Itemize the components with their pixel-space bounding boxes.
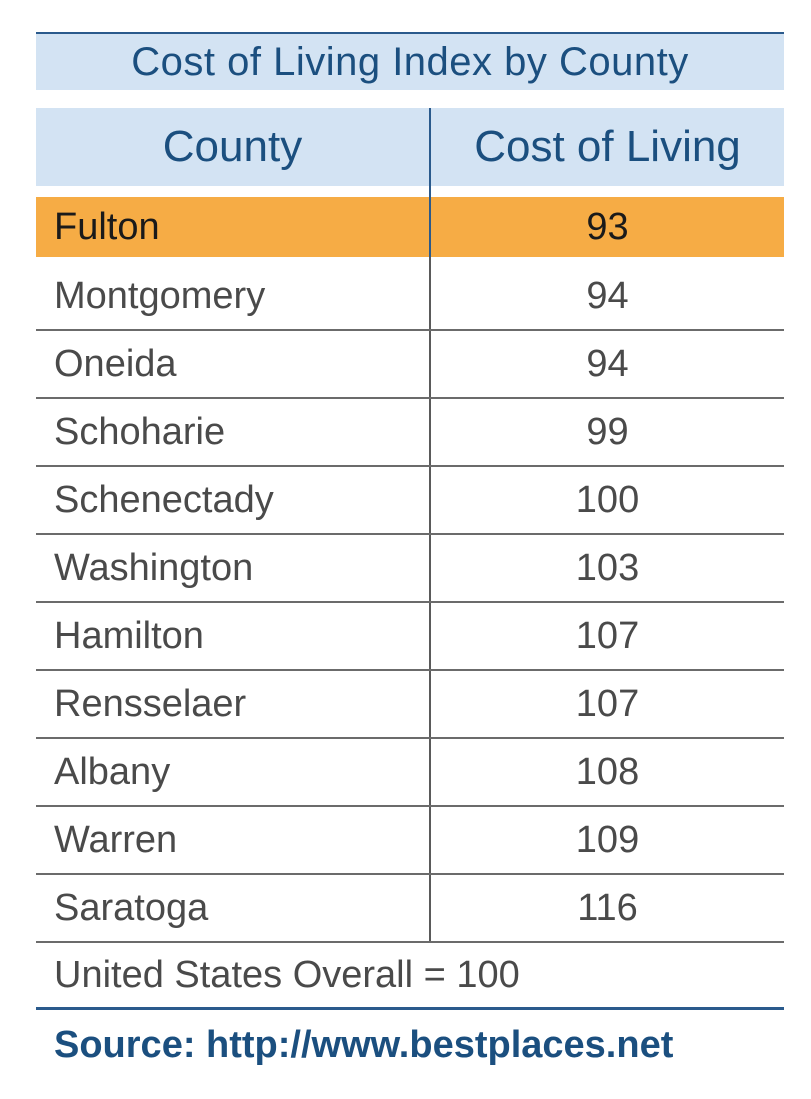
highlight-spacer xyxy=(36,257,784,263)
county-cell: Schoharie xyxy=(36,399,431,465)
table-row: Schenectady 100 xyxy=(36,467,784,535)
column-header-cost-of-living: Cost of Living xyxy=(474,122,741,171)
county-cell: Oneida xyxy=(36,331,431,397)
table-row-highlighted: Fulton 93 xyxy=(36,197,784,257)
table-header-row: County Cost of Living xyxy=(36,108,784,186)
table-row: Warren 109 xyxy=(36,807,784,875)
cost-of-living-cell: 94 xyxy=(586,342,629,385)
table-row: Washington 103 xyxy=(36,535,784,603)
cost-of-living-table: Cost of Living Index by County County Co… xyxy=(36,32,784,1080)
county-cell: Montgomery xyxy=(36,263,431,329)
cost-of-living-cell: 103 xyxy=(575,546,640,589)
table-row: Montgomery 94 xyxy=(36,263,784,331)
cost-of-living-cell: 93 xyxy=(586,205,629,248)
cost-of-living-cell: 107 xyxy=(575,614,640,657)
cost-of-living-cell: 107 xyxy=(575,682,640,725)
column-header-county: County xyxy=(36,108,431,186)
table-row: Oneida 94 xyxy=(36,331,784,399)
county-cell: Schenectady xyxy=(36,467,431,533)
table-source: Source: http://www.bestplaces.net xyxy=(54,1023,674,1066)
cost-of-living-cell: 116 xyxy=(577,886,638,929)
header-gap xyxy=(36,186,784,197)
county-cell: Washington xyxy=(36,535,431,601)
table-title: Cost of Living Index by County xyxy=(36,32,784,90)
table-body: Fulton 93 Montgomery 94 Oneida 94 Schoharie 99 S… xyxy=(36,197,784,943)
table-row: Saratoga 116 xyxy=(36,875,784,943)
cost-of-living-cell: 94 xyxy=(586,274,629,317)
table-row: Schoharie 99 xyxy=(36,399,784,467)
cost-of-living-cell: 109 xyxy=(575,818,640,861)
county-cell: Hamilton xyxy=(36,603,431,669)
cost-of-living-cell: 99 xyxy=(586,410,629,453)
county-cell: Albany xyxy=(36,739,431,805)
table-row: Rensselaer 107 xyxy=(36,671,784,739)
table-note: United States Overall = 100 xyxy=(36,943,784,1010)
table-row: Hamilton 107 xyxy=(36,603,784,671)
table-row: Albany 108 xyxy=(36,739,784,807)
county-cell: Fulton xyxy=(36,197,431,257)
cost-of-living-cell: 108 xyxy=(575,750,640,793)
cost-of-living-cell: 100 xyxy=(575,478,640,521)
title-gap xyxy=(36,90,784,108)
county-cell: Rensselaer xyxy=(36,671,431,737)
county-cell: Warren xyxy=(36,807,431,873)
county-cell: Saratoga xyxy=(36,875,431,941)
